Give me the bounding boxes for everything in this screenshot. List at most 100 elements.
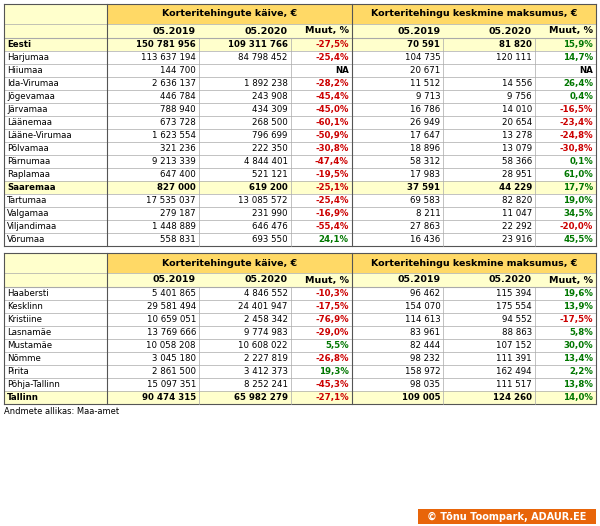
Bar — [4, 300, 596, 313]
Text: 158 972: 158 972 — [404, 367, 440, 376]
Bar — [4, 155, 596, 168]
Text: 2 458 342: 2 458 342 — [244, 315, 287, 324]
Text: -23,4%: -23,4% — [559, 118, 593, 127]
Text: 558 831: 558 831 — [160, 235, 196, 244]
Text: 11 512: 11 512 — [410, 79, 440, 88]
Text: 8 211: 8 211 — [416, 209, 440, 218]
Text: 1 892 238: 1 892 238 — [244, 79, 287, 88]
Text: 279 187: 279 187 — [160, 209, 196, 218]
Text: -50,9%: -50,9% — [316, 131, 349, 140]
Text: Saaremaa: Saaremaa — [7, 183, 56, 192]
Text: 20 654: 20 654 — [502, 118, 532, 127]
Text: 9 213 339: 9 213 339 — [152, 157, 196, 166]
Text: 788 940: 788 940 — [160, 105, 196, 114]
Text: 2,2%: 2,2% — [569, 367, 593, 376]
Text: 05.2019: 05.2019 — [397, 276, 440, 285]
Text: 646 476: 646 476 — [252, 222, 287, 231]
Text: 673 728: 673 728 — [160, 118, 196, 127]
Text: 5,8%: 5,8% — [569, 328, 593, 337]
Text: 22 292: 22 292 — [502, 222, 532, 231]
Bar — [4, 181, 596, 194]
Text: 17 535 037: 17 535 037 — [146, 196, 196, 205]
Text: 5 401 865: 5 401 865 — [152, 289, 196, 298]
Text: Andmete allikas: Maa-amet: Andmete allikas: Maa-amet — [4, 407, 119, 416]
Text: Lääne-Virumaa: Lääne-Virumaa — [7, 131, 71, 140]
Text: 19,0%: 19,0% — [563, 196, 593, 205]
Text: 120 111: 120 111 — [496, 53, 532, 62]
Text: 15 097 351: 15 097 351 — [146, 380, 196, 389]
Text: 82 820: 82 820 — [502, 196, 532, 205]
Text: 2 227 819: 2 227 819 — [244, 354, 287, 363]
Text: -45,3%: -45,3% — [315, 380, 349, 389]
Text: 3 045 180: 3 045 180 — [152, 354, 196, 363]
Text: 81 820: 81 820 — [499, 40, 532, 49]
Bar — [4, 391, 596, 404]
Text: 124 260: 124 260 — [493, 393, 532, 402]
Text: 05.2019: 05.2019 — [153, 276, 196, 285]
Text: 29 581 494: 29 581 494 — [147, 302, 196, 311]
Text: 90 474 315: 90 474 315 — [142, 393, 196, 402]
Text: Jõgevamaa: Jõgevamaa — [7, 92, 55, 101]
Text: Pirita: Pirita — [7, 367, 29, 376]
Text: 13 278: 13 278 — [502, 131, 532, 140]
Text: 1 623 554: 1 623 554 — [152, 131, 196, 140]
Text: Hiiumaa: Hiiumaa — [7, 66, 43, 75]
Text: 61,0%: 61,0% — [563, 170, 593, 179]
Text: 17 983: 17 983 — [410, 170, 440, 179]
Text: 8 252 241: 8 252 241 — [244, 380, 287, 389]
Text: 13 079: 13 079 — [502, 144, 532, 153]
Text: 94 552: 94 552 — [502, 315, 532, 324]
Text: NA: NA — [335, 66, 349, 75]
Text: 05.2020: 05.2020 — [489, 276, 532, 285]
Text: Põhja-Tallinn: Põhja-Tallinn — [7, 380, 60, 389]
Text: 154 070: 154 070 — [404, 302, 440, 311]
Bar — [4, 194, 596, 207]
Text: 17,7%: 17,7% — [563, 183, 593, 192]
Text: -17,5%: -17,5% — [560, 315, 593, 324]
Text: 20 671: 20 671 — [410, 66, 440, 75]
Text: Kristiine: Kristiine — [7, 315, 42, 324]
Text: Ida-Virumaa: Ida-Virumaa — [7, 79, 59, 88]
Text: 693 550: 693 550 — [252, 235, 287, 244]
Text: Võrumaa: Võrumaa — [7, 235, 46, 244]
Bar — [418, 509, 596, 524]
Text: 16 436: 16 436 — [410, 235, 440, 244]
Text: 82 444: 82 444 — [410, 341, 440, 350]
Text: 113 637 194: 113 637 194 — [141, 53, 196, 62]
Bar — [4, 77, 596, 90]
Text: 13 085 572: 13 085 572 — [238, 196, 287, 205]
Text: 14 010: 14 010 — [502, 105, 532, 114]
Text: 434 309: 434 309 — [252, 105, 287, 114]
Text: 109 005: 109 005 — [402, 393, 440, 402]
Text: 98 232: 98 232 — [410, 354, 440, 363]
Text: 37 591: 37 591 — [407, 183, 440, 192]
Bar — [4, 129, 596, 142]
Bar — [4, 90, 596, 103]
Bar — [4, 220, 596, 233]
Text: Lasnamäe: Lasnamäe — [7, 328, 51, 337]
Text: -17,5%: -17,5% — [315, 302, 349, 311]
Text: 70 591: 70 591 — [407, 40, 440, 49]
Text: Raplamaa: Raplamaa — [7, 170, 50, 179]
Bar — [4, 339, 596, 352]
Text: Nõmme: Nõmme — [7, 354, 41, 363]
Bar — [4, 365, 596, 378]
Text: 17 647: 17 647 — [410, 131, 440, 140]
Text: 4 844 401: 4 844 401 — [244, 157, 287, 166]
Text: 9 756: 9 756 — [507, 92, 532, 101]
Text: 16 786: 16 786 — [410, 105, 440, 114]
Text: 1 448 889: 1 448 889 — [152, 222, 196, 231]
Text: 10 608 022: 10 608 022 — [238, 341, 287, 350]
Text: 268 500: 268 500 — [252, 118, 287, 127]
Text: Põlvamaa: Põlvamaa — [7, 144, 49, 153]
Bar — [4, 64, 596, 77]
Bar — [107, 4, 352, 24]
Text: 13,9%: 13,9% — [563, 302, 593, 311]
Bar — [4, 24, 596, 38]
Text: 647 400: 647 400 — [160, 170, 196, 179]
Text: Tartumaa: Tartumaa — [7, 196, 47, 205]
Text: 104 735: 104 735 — [404, 53, 440, 62]
Text: -25,4%: -25,4% — [315, 196, 349, 205]
Bar — [4, 326, 596, 339]
Bar — [4, 51, 596, 64]
